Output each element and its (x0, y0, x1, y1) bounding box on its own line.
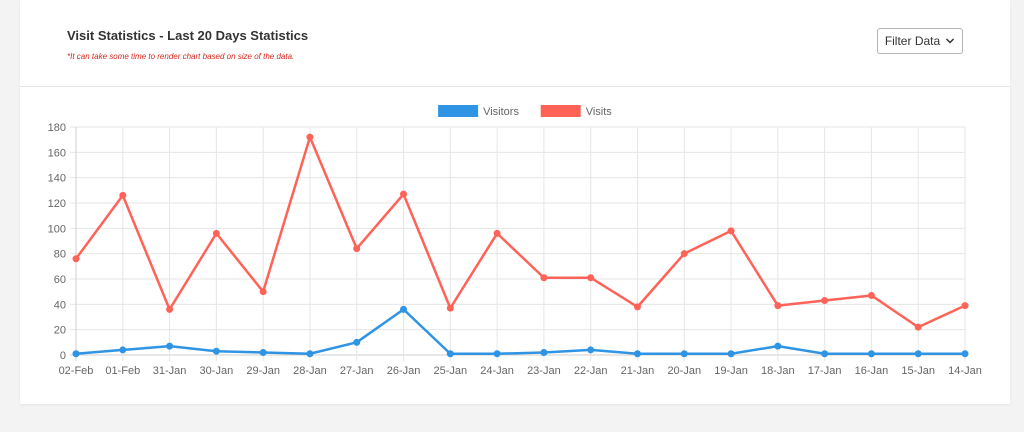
data-point-visitors[interactable] (727, 350, 735, 358)
data-point-visitors[interactable] (446, 350, 454, 358)
data-point-visits[interactable] (119, 191, 127, 199)
data-point-visitors[interactable] (119, 346, 127, 354)
filter-data-label: Filter Data (884, 34, 941, 48)
data-point-visitors[interactable] (166, 342, 174, 350)
y-tick-label: 100 (48, 223, 66, 235)
card-header: Visit Statistics - Last 20 Days Statisti… (20, 0, 1010, 87)
x-tick-label: 17-Jan (808, 365, 842, 377)
x-tick-label: 23-Jan (527, 365, 561, 377)
x-tick-label: 22-Jan (574, 365, 608, 377)
data-point-visits[interactable] (727, 227, 735, 235)
data-point-visitors[interactable] (680, 350, 688, 358)
data-point-visits[interactable] (306, 133, 314, 141)
data-point-visitors[interactable] (587, 346, 595, 354)
series-line-visits (74, 135, 966, 329)
y-tick-label: 140 (48, 173, 66, 185)
data-point-visits[interactable] (446, 304, 454, 312)
y-tick-label: 180 (48, 122, 66, 134)
chart-series (72, 133, 969, 358)
x-tick-label: 19-Jan (714, 365, 748, 377)
x-tick-label: 31-Jan (153, 365, 187, 377)
data-point-visitors[interactable] (867, 350, 875, 358)
data-point-visits[interactable] (821, 297, 829, 305)
data-point-visitors[interactable] (259, 348, 267, 356)
render-note: *It can take some time to render chart b… (67, 52, 295, 61)
data-point-visits[interactable] (166, 305, 174, 313)
x-tick-label: 21-Jan (621, 365, 655, 377)
data-point-visitors[interactable] (914, 350, 922, 358)
data-point-visits[interactable] (72, 255, 80, 263)
data-point-visitors[interactable] (493, 350, 501, 358)
legend-label-visits[interactable]: Visits (586, 106, 613, 118)
data-point-visitors[interactable] (774, 342, 782, 350)
x-tick-label: 01-Feb (105, 365, 140, 377)
x-tick-label: 30-Jan (200, 365, 234, 377)
x-tick-label: 02-Feb (59, 365, 94, 377)
data-point-visitors[interactable] (400, 305, 408, 313)
data-point-visits[interactable] (259, 288, 267, 296)
data-point-visitors[interactable] (540, 348, 548, 356)
data-point-visits[interactable] (587, 274, 595, 282)
chart-legend: Visitors Visits (438, 105, 612, 118)
filter-data-button[interactable]: Filter Data (877, 28, 963, 54)
chevron-down-icon (946, 38, 955, 44)
x-tick-label: 18-Jan (761, 365, 795, 377)
y-tick-label: 0 (60, 350, 66, 362)
data-point-visitors[interactable] (212, 347, 220, 355)
series-line-visitors (75, 308, 965, 355)
data-point-visitors[interactable] (306, 350, 314, 358)
y-tick-label: 80 (54, 249, 66, 261)
legend-swatch-visitors[interactable] (438, 105, 479, 117)
y-tick-label: 120 (48, 198, 66, 210)
y-tick-label: 20 (54, 325, 66, 337)
data-point-visits[interactable] (680, 250, 688, 258)
data-point-visits[interactable] (212, 229, 220, 237)
data-point-visits[interactable] (493, 229, 501, 237)
data-point-visitors[interactable] (821, 350, 829, 358)
data-point-visitors[interactable] (353, 338, 361, 346)
x-tick-label: 27-Jan (340, 365, 374, 377)
x-tick-label: 29-Jan (246, 365, 280, 377)
x-tick-label: 14-Jan (948, 365, 982, 377)
data-point-visits[interactable] (400, 190, 408, 198)
x-tick-label: 28-Jan (293, 365, 327, 377)
y-tick-label: 160 (48, 147, 66, 159)
data-point-visits[interactable] (867, 291, 875, 299)
y-tick-label: 60 (54, 274, 66, 286)
data-point-visits[interactable] (961, 302, 969, 310)
data-point-visits[interactable] (353, 245, 361, 253)
data-point-visitors[interactable] (72, 350, 80, 358)
page-title: Visit Statistics - Last 20 Days Statisti… (67, 28, 309, 43)
data-point-visits[interactable] (540, 274, 548, 282)
statistics-card: Visit Statistics - Last 20 Days Statisti… (20, 0, 1010, 404)
y-axis: 0 20 40 60 80 100 120 140 160 180 (48, 122, 66, 362)
data-point-visits[interactable] (774, 302, 782, 310)
chart-grid (70, 126, 966, 361)
x-axis: 02-Feb 01-Feb 31-Jan 30-Jan 29-Jan 28-Jan 27-J… (59, 365, 982, 377)
data-point-visitors[interactable] (633, 350, 641, 358)
legend-swatch-visits[interactable] (540, 105, 581, 117)
x-tick-label: 20-Jan (667, 365, 701, 377)
data-point-visits[interactable] (914, 323, 922, 331)
y-tick-label: 40 (54, 299, 66, 311)
x-tick-label: 15-Jan (901, 365, 935, 377)
legend-label-visitors[interactable]: Visitors (483, 106, 519, 118)
x-tick-label: 26-Jan (387, 365, 421, 377)
x-tick-label: 24-Jan (480, 365, 514, 377)
x-tick-label: 16-Jan (855, 365, 889, 377)
data-point-visitors[interactable] (961, 350, 969, 358)
x-tick-label: 25-Jan (433, 365, 467, 377)
data-point-visits[interactable] (633, 303, 641, 311)
